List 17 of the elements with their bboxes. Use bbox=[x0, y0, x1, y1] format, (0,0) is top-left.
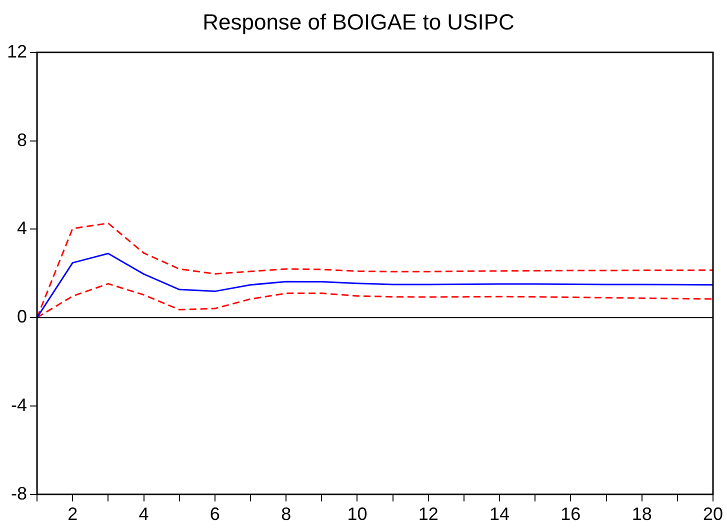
chart-title: Response of BOIGAE to USIPC bbox=[202, 9, 515, 34]
x-tick-label: 14 bbox=[490, 504, 510, 524]
x-tick-label: 4 bbox=[138, 504, 149, 524]
y-tick-label: -8 bbox=[11, 483, 28, 504]
y-tick-label: 0 bbox=[17, 306, 28, 327]
y-tick-label: -4 bbox=[11, 394, 28, 415]
x-tick-label: 16 bbox=[560, 504, 581, 524]
y-tick-label: 8 bbox=[17, 130, 28, 150]
x-tick-label: 12 bbox=[418, 504, 438, 524]
x-tick-label: 2 bbox=[68, 504, 78, 524]
x-tick-label: 20 bbox=[702, 504, 724, 524]
x-tick-label: 8 bbox=[281, 504, 292, 524]
x-tick-label: 6 bbox=[210, 504, 220, 524]
y-tick-label: 12 bbox=[6, 41, 28, 62]
y-tick-label: 4 bbox=[17, 218, 28, 238]
x-tick-label: 18 bbox=[632, 504, 652, 524]
x-tick-label: 10 bbox=[347, 504, 368, 524]
